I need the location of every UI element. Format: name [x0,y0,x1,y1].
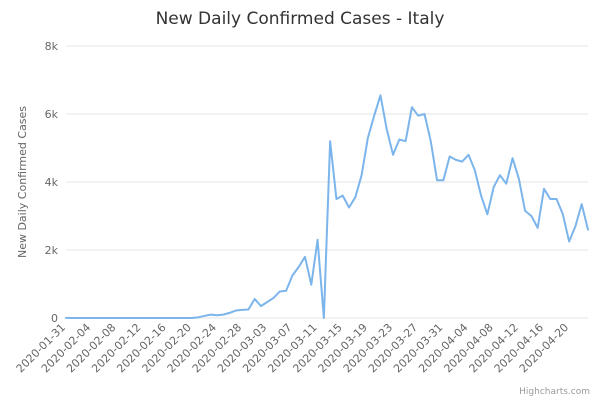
y-tick-label: 8k [45,40,59,53]
y-tick-label: 4k [45,176,59,189]
y-axis-title: New Daily Confirmed Cases [16,106,29,258]
y-axis-tick-labels: 0 2k 4k 6k 8k [45,40,59,325]
y-tick-label: 2k [45,244,59,257]
series-line[interactable] [65,94,589,319]
series-group [65,94,589,319]
credits-label[interactable]: Highcharts.com [519,387,590,397]
x-axis-tick-labels: 2020-01-312020-02-042020-02-082020-02-12… [14,321,572,375]
gridlines [66,45,588,319]
chart-title: New Daily Confirmed Cases - Italy [156,9,445,29]
y-tick-label: 0 [51,312,58,325]
y-tick-label: 6k [45,108,59,121]
